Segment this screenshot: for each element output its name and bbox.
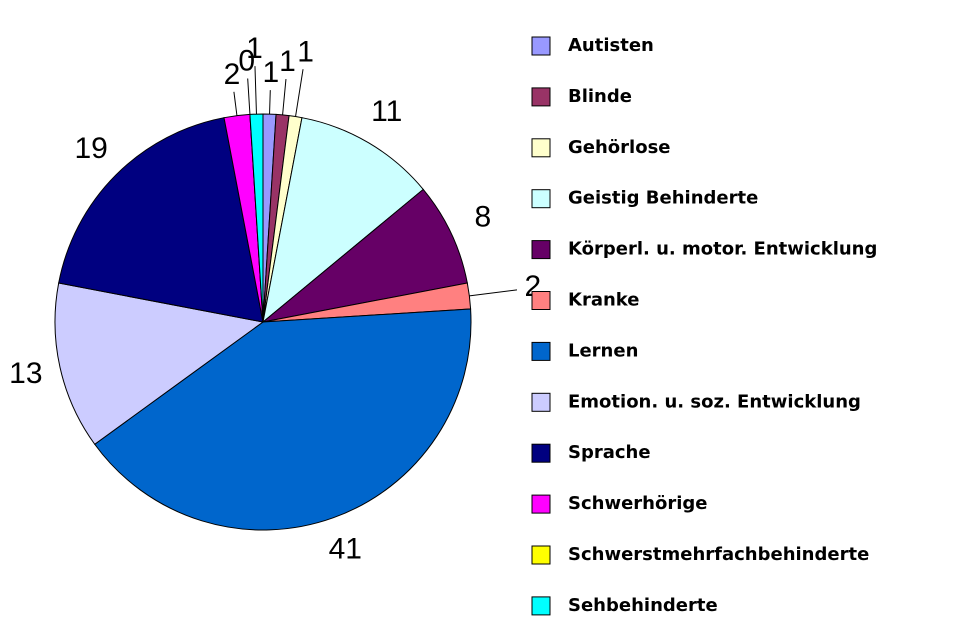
legend-swatch bbox=[531, 87, 551, 107]
data-label: 11 bbox=[371, 95, 402, 128]
legend-swatch bbox=[531, 341, 551, 361]
legend-swatch bbox=[531, 494, 551, 514]
legend-swatch bbox=[531, 240, 551, 260]
legend-label: Sprache bbox=[568, 442, 651, 463]
leader-line bbox=[247, 78, 251, 115]
data-label: 19 bbox=[74, 132, 107, 165]
legend-swatch bbox=[531, 291, 551, 310]
legend-swatch bbox=[531, 596, 551, 616]
legend-swatch bbox=[531, 36, 551, 56]
legend-swatch bbox=[531, 545, 551, 565]
legend-label: Gehörlose bbox=[568, 137, 671, 158]
pie-slice bbox=[54, 282, 265, 445]
data-label: 2 bbox=[224, 58, 241, 91]
data-label: 8 bbox=[475, 200, 492, 233]
legend-label: Sehbehinderte bbox=[568, 595, 718, 616]
data-label: 1 bbox=[279, 45, 296, 78]
data-label: 1 bbox=[297, 35, 314, 68]
legend-label: Schwerhörige bbox=[568, 493, 707, 514]
leader-line bbox=[469, 289, 518, 297]
leader-line bbox=[295, 69, 304, 117]
legend-swatch bbox=[531, 392, 551, 412]
legend-label: Autisten bbox=[568, 35, 654, 56]
data-label: 13 bbox=[9, 357, 42, 390]
legend-swatch bbox=[531, 189, 551, 209]
data-label: 1 bbox=[262, 56, 279, 89]
pie-slice bbox=[262, 117, 424, 324]
pie-slice bbox=[262, 188, 468, 323]
legend-swatch bbox=[531, 443, 551, 463]
pie-slice bbox=[94, 308, 472, 531]
data-label: 1 bbox=[246, 32, 263, 65]
legend-label: Geistig Behinderte bbox=[568, 188, 758, 209]
legend-label: Blinde bbox=[568, 86, 632, 107]
leader-line bbox=[269, 90, 271, 115]
data-label: 41 bbox=[329, 533, 362, 566]
legend-label: Kranke bbox=[568, 290, 639, 311]
leader-line bbox=[254, 66, 257, 115]
legend-label: Körperl. u. motor. Entwicklung bbox=[568, 239, 877, 260]
legend-swatch bbox=[531, 138, 551, 158]
legend-label: Schwerstmehrfachbehinderte bbox=[568, 544, 869, 565]
pie-slice bbox=[58, 117, 264, 323]
data-label: 0 bbox=[238, 44, 255, 77]
legend-label: Emotion. u. soz. Entwicklung bbox=[568, 391, 861, 412]
legend-label: Lernen bbox=[568, 340, 638, 361]
leader-line bbox=[282, 79, 287, 115]
leader-line bbox=[233, 91, 238, 116]
